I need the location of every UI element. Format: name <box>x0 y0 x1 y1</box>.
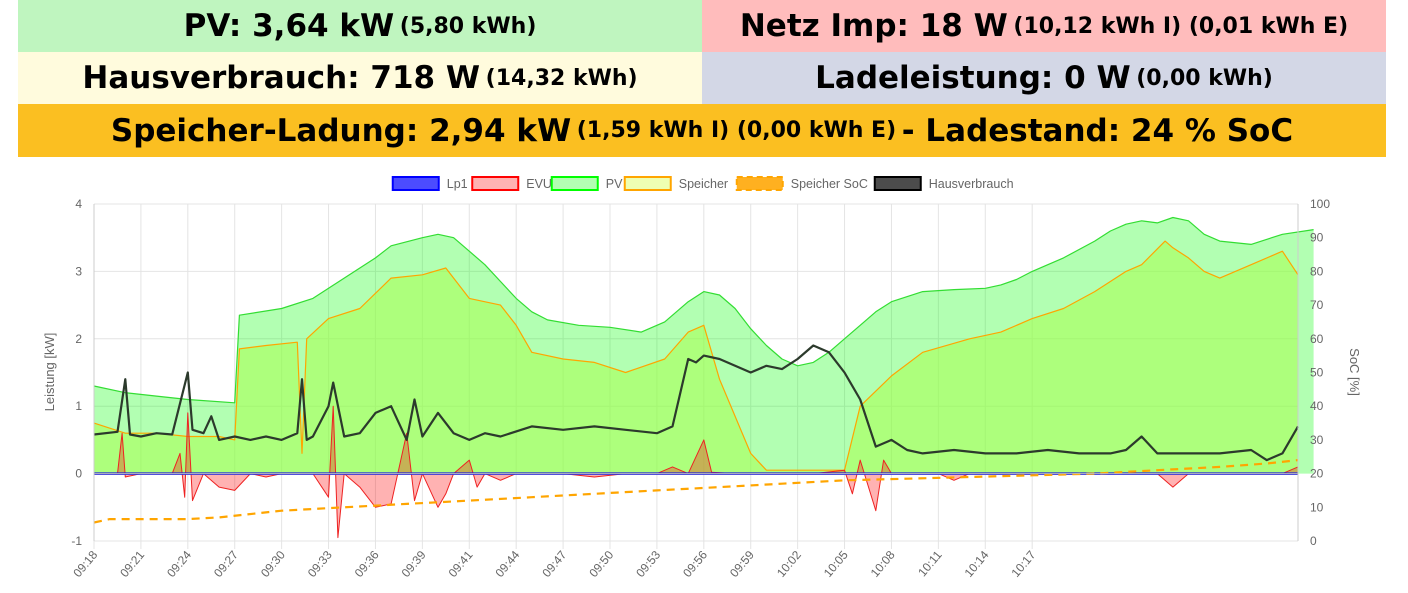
x-tick-label: 09:47 <box>539 548 569 580</box>
charging-power-tile: Ladeleistung: 0 W (0,00 kWh) <box>702 52 1386 104</box>
legend-swatch <box>550 176 599 191</box>
y2-tick-label: 60 <box>1310 332 1324 346</box>
y2-tick-label: 70 <box>1310 298 1324 312</box>
legend-label: EVU <box>526 177 552 191</box>
series-line-pv <box>93 216 1314 404</box>
y2-tick-label: 10 <box>1310 500 1324 514</box>
x-tick-label: 09:24 <box>164 548 194 580</box>
x-tick-label: 09:41 <box>446 548 476 580</box>
pv-power-label: PV: 3,64 kW <box>183 8 395 44</box>
y-tick-label: 1 <box>75 399 82 413</box>
legend-swatch <box>471 176 520 191</box>
x-tick-label: 10:14 <box>962 548 992 580</box>
legend-label: Hausverbrauch <box>929 177 1014 191</box>
y2-tick-label: 50 <box>1310 366 1324 380</box>
legend-item-lp1[interactable]: Lp1 <box>391 176 468 191</box>
legend-label: Lp1 <box>447 177 468 191</box>
legend-item-speicher-soc[interactable]: Speicher SoC <box>735 176 868 191</box>
y-tick-label: 4 <box>75 197 82 211</box>
x-tick-label: 10:11 <box>915 548 945 580</box>
y-tick-label: -1 <box>71 534 82 548</box>
series-line-speicher-soc <box>93 459 1299 524</box>
grid-energy-label: (10,12 kWh I) (0,01 kWh E) <box>1013 13 1349 39</box>
x-tick-label: 09:33 <box>305 548 335 580</box>
legend-label: Speicher SoC <box>791 177 868 191</box>
x-tick-label: 09:59 <box>727 548 757 580</box>
legend-swatch <box>623 176 672 191</box>
legend-label: PV <box>606 177 623 191</box>
battery-soc-label: - Ladestand: 24 % SoC <box>901 112 1294 149</box>
x-tick-label: 10:17 <box>1008 548 1038 580</box>
x-tick-label: 09:30 <box>258 548 288 580</box>
x-tick-label: 09:18 <box>70 548 100 580</box>
x-tick-label: 09:56 <box>680 548 710 580</box>
pv-energy-label: (5,80 kWh) <box>399 13 537 39</box>
y-tick-label: 0 <box>75 467 82 481</box>
series-line-hausverbrauch <box>93 344 1299 462</box>
legend-swatch <box>873 176 922 191</box>
grid-status-tile: Netz Imp: 18 W (10,12 kWh I) (0,01 kWh E… <box>702 0 1386 52</box>
charging-power-label: Ladeleistung: 0 W <box>815 60 1131 96</box>
y2-tick-label: 40 <box>1310 399 1324 413</box>
battery-energy-label: (1,59 kWh I) (0,00 kWh E) <box>576 118 897 143</box>
chart-series <box>93 216 1314 539</box>
house-consumption-tile: Hausverbrauch: 718 W (14,32 kWh) <box>18 52 702 104</box>
y2-tick-label: 80 <box>1310 264 1324 278</box>
x-tick-label: 09:27 <box>211 548 241 580</box>
y2-tick-label: 30 <box>1310 433 1324 447</box>
legend-item-pv[interactable]: PV <box>550 176 623 191</box>
legend-swatch <box>735 176 784 191</box>
x-tick-label: 09:21 <box>117 548 147 580</box>
x-tick-label: 10:05 <box>821 548 851 580</box>
x-tick-label: 09:36 <box>352 548 382 580</box>
charging-energy-label: (0,00 kWh) <box>1136 65 1273 91</box>
battery-status-tile: Speicher-Ladung: 2,94 kW (1,59 kWh I) (0… <box>18 104 1386 157</box>
x-tick-label: 09:50 <box>586 548 616 580</box>
y-axis-title: Leistung [kW] <box>42 333 57 412</box>
pv-status-tile: PV: 3,64 kW (5,80 kWh) <box>18 0 702 52</box>
legend-label: Speicher <box>679 177 728 191</box>
x-tick-label: 09:44 <box>492 548 522 580</box>
y-tick-label: 2 <box>75 332 82 346</box>
chart-legend[interactable]: Lp1 EVU PV Speicher Speicher SoC Hausverbrauc… <box>391 176 1014 191</box>
legend-swatch <box>391 176 440 191</box>
y2-tick-label: 100 <box>1310 197 1330 211</box>
legend-item-speicher[interactable]: Speicher <box>623 176 728 191</box>
y2-tick-label: 90 <box>1310 231 1324 245</box>
grid-power-label: Netz Imp: 18 W <box>739 8 1008 44</box>
house-energy-label: (14,32 kWh) <box>485 65 638 91</box>
legend-item-hausverbrauch[interactable]: Hausverbrauch <box>873 176 1014 191</box>
y2-axis-title: SoC [%] <box>1347 348 1362 396</box>
x-tick-label: 09:39 <box>399 548 429 580</box>
series-line-speicher <box>93 240 1299 471</box>
x-tick-label: 10:08 <box>868 548 898 580</box>
battery-power-label: Speicher-Ladung: 2,94 kW <box>110 112 572 149</box>
house-power-label: Hausverbrauch: 718 W <box>82 60 481 96</box>
y-tick-label: 3 <box>75 264 82 278</box>
x-tick-label: 09:53 <box>633 548 663 580</box>
series-area-evu <box>94 406 1298 538</box>
y2-tick-label: 20 <box>1310 467 1324 481</box>
x-tick-label: 10:02 <box>774 548 804 580</box>
legend-item-evu[interactable]: EVU <box>471 176 552 191</box>
y2-tick-label: 0 <box>1310 534 1317 548</box>
